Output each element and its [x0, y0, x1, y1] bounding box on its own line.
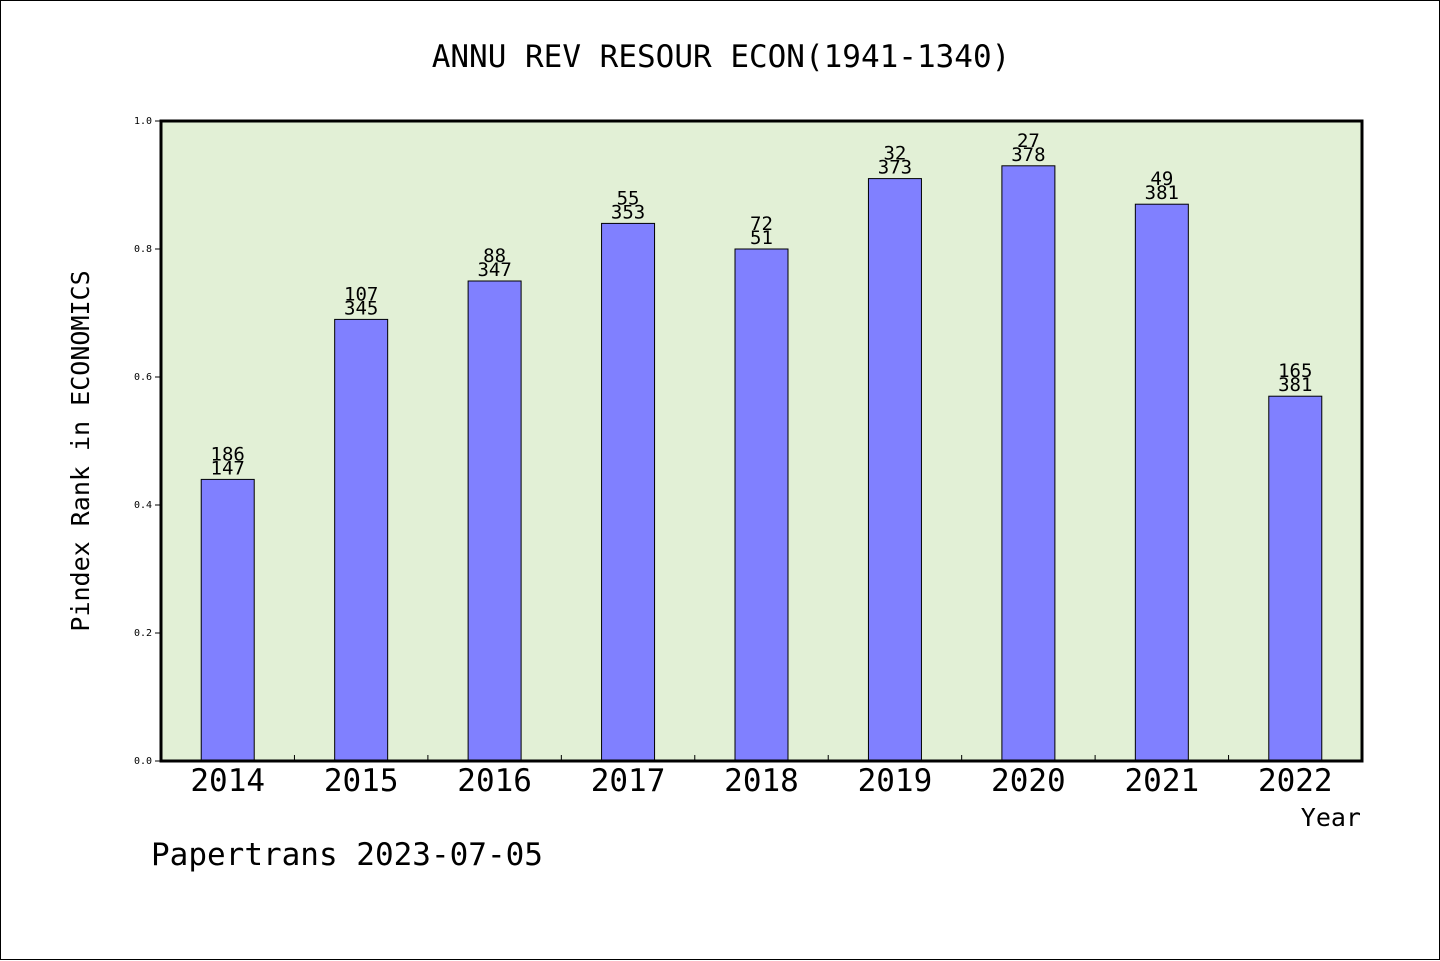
rank-label-2017: 55 [617, 187, 640, 209]
x-tick-label-2019: 2019 [858, 763, 933, 799]
plot-border [159, 119, 1364, 763]
x-tick-label-2015: 2015 [324, 763, 399, 799]
bar-labels-group: 1861471073458834755353725132373273784938… [211, 130, 1313, 480]
y-tick-label-0.4: 0.4 [134, 500, 152, 511]
x-tick-label-2014: 2014 [190, 763, 265, 799]
x-tick-label-2016: 2016 [457, 763, 532, 799]
y-tick-label-0.2: 0.2 [134, 628, 152, 639]
bar-2015 [334, 318, 389, 762]
rank-label-2021: 49 [1150, 168, 1173, 190]
total-label-2016: 347 [477, 259, 511, 281]
total-label-2019: 373 [878, 157, 912, 179]
x-tick-label-2021: 2021 [1125, 763, 1200, 799]
x-axis: 2014 2015 2016 2017 2018 2019 2020 2021 2022 [190, 755, 1333, 799]
x-axis-label: Year [1301, 803, 1361, 832]
rank-label-2020: 27 [1017, 130, 1040, 152]
bar-2014 [200, 478, 255, 762]
y-axis-label: Pindex Rank in ECONOMICS [66, 270, 95, 631]
total-label-2017: 353 [611, 201, 645, 223]
footer-credit: Papertrans 2023-07-05 [151, 837, 543, 873]
bar-2018 [734, 248, 789, 762]
bar-2016 [467, 280, 522, 762]
x-tick-label-2022: 2022 [1258, 763, 1333, 799]
rank-label-2019: 32 [883, 143, 906, 165]
x-tick-label-2020: 2020 [991, 763, 1066, 799]
rank-label-2014: 186 [211, 443, 245, 465]
total-label-2018: 51 [750, 227, 773, 249]
rank-label-2022: 165 [1278, 360, 1312, 382]
rank-label-2018: 72 [750, 213, 773, 235]
y-axis: 0.0 0.2 0.4 0.6 0.8 1.0 [134, 116, 161, 767]
rank-label-2015: 107 [344, 283, 378, 305]
bar-2021 [1134, 203, 1189, 762]
bar-2017 [601, 222, 656, 762]
total-label-2021: 381 [1145, 182, 1179, 204]
bars-group [200, 165, 1323, 762]
rank-label-2016: 88 [483, 245, 506, 267]
chart-title: ANNU REV RESOUR ECON(1941-1340) [432, 39, 1011, 75]
bar-2020 [1001, 165, 1056, 762]
y-tick-label-0.6: 0.6 [134, 372, 152, 383]
y-tick-label-0.0: 0.0 [134, 756, 152, 767]
bar-2019 [867, 178, 922, 762]
y-tick-label-1.0: 1.0 [134, 116, 152, 127]
total-label-2022: 381 [1278, 374, 1312, 396]
y-tick-label-0.8: 0.8 [134, 244, 152, 255]
total-label-2014: 147 [211, 457, 245, 479]
total-label-2015: 345 [344, 297, 378, 319]
x-tick-label-2017: 2017 [591, 763, 666, 799]
x-tick-label-2018: 2018 [724, 763, 799, 799]
bar-2022 [1268, 395, 1323, 762]
total-label-2020: 378 [1011, 144, 1045, 166]
